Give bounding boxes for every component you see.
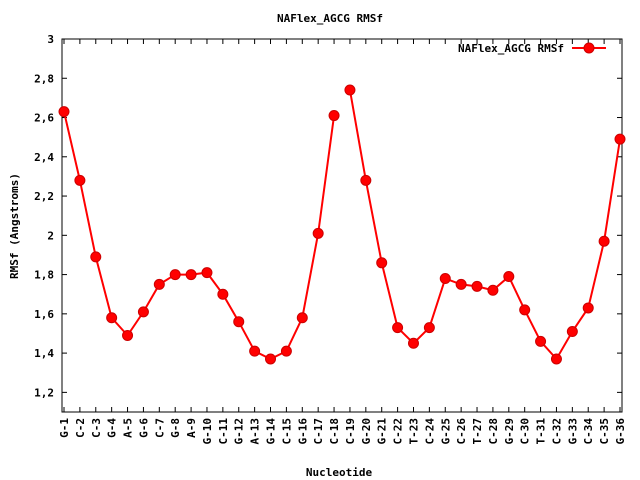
plot-frame [61,38,623,413]
series-line-segment-2 [348,89,621,361]
x-tick-label: G-4 [106,418,119,438]
x-tick-label: C-34 [582,418,595,445]
y-tick-label: 1,8 [34,269,54,282]
x-tick-label: G-33 [566,418,579,445]
x-tick-label: C-11 [217,418,230,445]
x-tick-label: C-28 [487,418,500,445]
data-point [455,278,467,290]
x-tick-label: C-24 [423,418,436,445]
data-point [137,306,149,318]
data-point [550,353,562,365]
x-tick-label: G-14 [265,418,278,445]
series-line-segment-1 [63,111,336,361]
data-point [566,326,578,338]
x-tick-label: C-18 [328,418,341,445]
legend: NAFlex_AGCG RMSf [458,42,606,55]
data-point [328,110,340,122]
y-tick-label: 2,4 [34,151,54,164]
data-point [74,174,86,186]
x-tick-label: G-6 [137,418,150,438]
data-point [185,269,197,281]
x-tick-label: T-31 [535,418,548,445]
x-tick-label: C-35 [598,418,611,445]
x-tick-label: C-26 [455,418,468,445]
x-tick-label: C-3 [90,418,103,438]
y-axis-label: RMSf (Angstroms) [8,173,21,279]
data-point [471,280,483,292]
data-point [296,312,308,324]
x-tick-label: G-16 [296,418,309,445]
data-point [280,345,292,357]
data-point [439,273,451,285]
data-point [169,269,181,281]
data-point [582,302,594,314]
x-tick-label: G-36 [614,418,627,445]
y-tick-label: 1,6 [34,308,54,321]
x-tick-label: A-13 [249,418,262,445]
data-point [265,353,277,365]
data-point [614,133,626,145]
x-tick-label: C-17 [312,418,325,445]
x-axis-ticks: G-1 C-2 C-3 G-4 A-5 G-6 C-7 G-8 A-9 G-10 C-11 G-12 A… [58,39,627,445]
y-tick-label: 2 [47,229,54,242]
y-tick-label: 2,8 [34,72,54,85]
data-point [201,267,213,279]
y-tick-label: 3 [47,33,54,46]
x-tick-label: G-10 [201,418,214,445]
y-tick-label: 2,6 [34,112,54,125]
data-point [407,337,419,349]
data-point [376,257,388,269]
data-point [423,322,435,334]
data-point [487,284,499,296]
data-point [344,84,356,96]
data-point [519,304,531,316]
x-tick-label: G-1 [58,418,71,438]
legend-marker-swatch [583,42,595,54]
data-point [90,251,102,263]
x-tick-label: C-22 [392,418,405,445]
x-tick-label: C-15 [280,418,293,445]
x-tick-label: C-2 [74,418,87,438]
y-tick-label: 2,2 [34,190,54,203]
data-point [58,106,70,118]
x-tick-label: G-12 [233,418,246,445]
x-tick-label: G-29 [503,418,516,445]
y-axis-ticks: 1,2 1,4 1,6 1,8 2 2,2 2,4 2,6 2,8 3 [34,33,622,399]
x-tick-label: C-30 [519,418,532,445]
chart-title: NAFlex_AGCG RMSf [277,12,383,25]
data-point [233,316,245,328]
data-point [392,322,404,334]
x-tick-label: G-21 [376,418,389,445]
x-tick-label: C-7 [153,418,166,438]
series-rmsf [58,84,626,365]
x-tick-label: T-27 [471,418,484,445]
x-tick-label: C-19 [344,418,357,445]
data-point [217,288,229,300]
x-tick-label: T-23 [407,418,420,445]
data-point [503,271,515,283]
x-tick-label: C-32 [550,418,563,445]
data-point [312,227,324,239]
data-point [249,345,261,357]
x-axis-label: Nucleotide [306,466,373,479]
data-point [535,335,547,347]
y-tick-label: 1,2 [34,386,54,399]
data-point [122,329,134,341]
data-point [360,174,372,186]
x-tick-label: G-20 [360,418,373,445]
data-point [598,235,610,247]
x-tick-label: A-5 [122,418,135,438]
x-tick-label: A-9 [185,418,198,438]
x-tick-label: G-8 [169,418,182,438]
x-tick-label: G-25 [439,418,452,445]
data-point [106,312,118,324]
legend-label: NAFlex_AGCG RMSf [458,42,564,55]
data-point [153,278,165,290]
y-tick-label: 1,4 [34,347,54,360]
